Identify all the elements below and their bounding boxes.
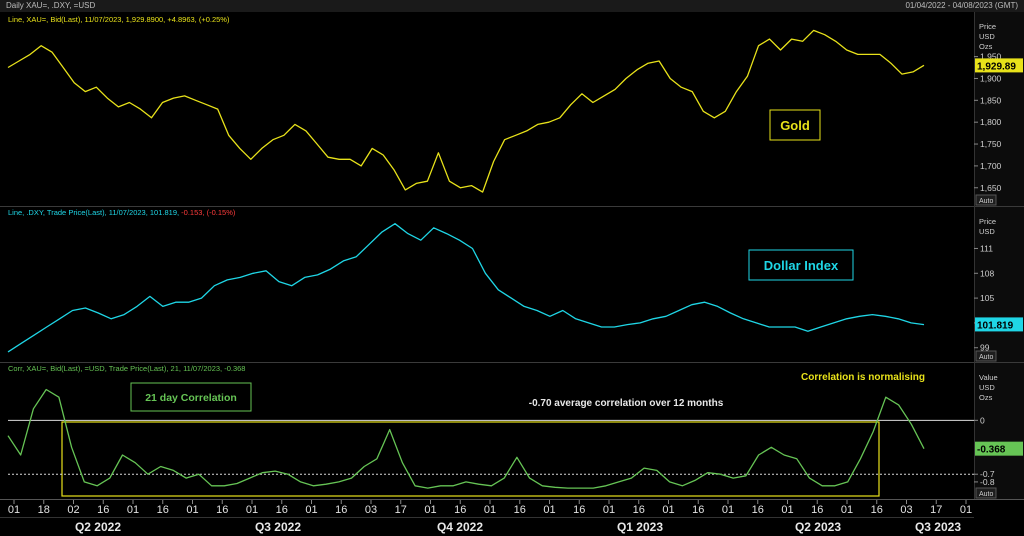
dxy-panel <box>0 207 974 362</box>
corr-y-tick-label: -0.7 <box>980 469 995 479</box>
gold-y-tick-label: 1,650 <box>980 183 1002 193</box>
gold-y-tick-label: 1,900 <box>980 73 1002 83</box>
x-tick-label: 16 <box>811 504 823 516</box>
quarter-label: Q2 2022 <box>75 520 121 534</box>
gold-last-value-badge <box>975 58 1023 73</box>
x-tick-label: 01 <box>960 504 972 516</box>
x-tick-label: 03 <box>900 504 912 516</box>
x-tick-label: 01 <box>484 504 496 516</box>
svg-text:Value: Value <box>979 373 998 382</box>
gold-last-value-label: 1,929.89 <box>977 61 1016 72</box>
svg-text:USD: USD <box>979 32 995 41</box>
svg-text:Ozs: Ozs <box>979 393 993 402</box>
quarter-label: Q3 2023 <box>915 520 961 534</box>
x-tick-label: 01 <box>781 504 793 516</box>
avg-correlation-note: -0.70 average correlation over 12 months <box>529 398 724 409</box>
x-tick-label: 01 <box>841 504 853 516</box>
x-tick-label: 03 <box>365 504 377 516</box>
x-tick-label: 16 <box>514 504 526 516</box>
chart-title: Daily XAU=, .DXY, =USD <box>6 1 96 10</box>
quarter-label: Q3 2022 <box>255 520 301 534</box>
dxy-y-tick-label: 99 <box>980 343 990 353</box>
gold-y-tick-label: 1,700 <box>980 161 1002 171</box>
gold-panel <box>0 12 974 206</box>
x-tick-label: 16 <box>276 504 288 516</box>
svg-text:21 day Correlation: 21 day Correlation <box>145 392 237 404</box>
x-tick-label: 18 <box>38 504 50 516</box>
corr-last-value-badge <box>975 441 1023 456</box>
x-tick-label: 01 <box>603 504 615 516</box>
dxy-axis-title: Price USD <box>979 217 996 236</box>
x-tick-label: 01 <box>305 504 317 516</box>
gold-callout: Gold <box>769 109 821 141</box>
quarter-label: Q4 2022 <box>437 520 483 534</box>
title-bar: Daily XAU=, .DXY, =USD 01/04/2022 - 04/0… <box>0 0 1024 12</box>
x-tick-label: 01 <box>127 504 139 516</box>
corr-legend: Corr, XAU=, Bid(Last), =USD, Trade Price… <box>8 364 245 373</box>
svg-text:Auto: Auto <box>979 491 994 498</box>
correlation-highlight-box <box>61 421 880 497</box>
date-range: 01/04/2022 - 04/08/2023 (GMT) <box>905 1 1018 10</box>
x-tick-label: 16 <box>752 504 764 516</box>
normalising-note: Correlation is normalising <box>801 372 925 383</box>
x-tick-label: 01 <box>186 504 198 516</box>
svg-text:USD: USD <box>979 383 995 392</box>
dxy-series-line <box>7 223 925 353</box>
gold-series-line <box>7 29 925 193</box>
x-tick-label: 16 <box>633 504 645 516</box>
svg-text:Price: Price <box>979 22 996 31</box>
x-tick-label: 16 <box>216 504 228 516</box>
corr-last-value-label: -0.368 <box>977 445 1006 456</box>
dxy-legend: Line, .DXY, Trade Price(Last), 11/07/202… <box>8 208 236 217</box>
x-tick-label: 17 <box>930 504 942 516</box>
corr-y-tick-label: -0.8 <box>980 477 995 487</box>
gold-axis-title: Price USD Ozs <box>979 22 996 51</box>
x-tick-label: 16 <box>871 504 883 516</box>
x-tick-label: 16 <box>157 504 169 516</box>
dxy-last-value-label: 101.819 <box>977 320 1014 331</box>
corr-callout: 21 day Correlation <box>130 382 252 412</box>
x-tick-label: 16 <box>692 504 704 516</box>
x-tick-label: 02 <box>67 504 79 516</box>
svg-text:USD: USD <box>979 227 995 236</box>
gold-y-tick-label: 1,950 <box>980 52 1002 62</box>
x-tick-label: 16 <box>335 504 347 516</box>
x-tick-label: 01 <box>662 504 674 516</box>
gold-y-tick-label: 1,750 <box>980 139 1002 149</box>
x-tick-label: 17 <box>395 504 407 516</box>
x-tick-label: 01 <box>543 504 555 516</box>
gold-y-tick-label: 1,850 <box>980 95 1002 105</box>
gold-legend: Line, XAU=, Bid(Last), 11/07/2023, 1,929… <box>8 15 230 24</box>
dxy-last-value-badge <box>975 317 1023 332</box>
auto-button-dxy[interactable]: Auto <box>975 350 997 362</box>
x-tick-label: 01 <box>246 504 258 516</box>
x-tick-label: 01 <box>722 504 734 516</box>
corr-axis-title: Value USD Ozs <box>979 373 998 402</box>
gold-y-tick-label: 1,800 <box>980 117 1002 127</box>
right-axis <box>974 12 1024 500</box>
svg-text:Gold: Gold <box>780 118 810 133</box>
dxy-callout: Dollar Index <box>748 249 854 281</box>
svg-text:Price: Price <box>979 217 996 226</box>
x-tick-label: 01 <box>424 504 436 516</box>
x-tick-label: 16 <box>573 504 585 516</box>
x-tick-label: 16 <box>454 504 466 516</box>
corr-series-line <box>7 388 925 489</box>
dxy-y-tick-label: 105 <box>980 293 994 303</box>
quarter-label: Q1 2023 <box>617 520 663 534</box>
svg-text:Auto: Auto <box>979 198 994 205</box>
quarter-label: Q2 2023 <box>795 520 841 534</box>
svg-text:Auto: Auto <box>979 354 994 361</box>
auto-button-corr[interactable]: Auto <box>975 487 997 499</box>
svg-text:Ozs: Ozs <box>979 42 993 51</box>
dxy-y-tick-label: 111 <box>980 243 993 253</box>
corr-y-tick-label: 0 <box>980 415 985 425</box>
x-tick-label: 16 <box>97 504 109 516</box>
auto-button-gold[interactable]: Auto <box>975 194 997 206</box>
dxy-y-tick-label: 108 <box>980 268 994 278</box>
svg-text:Dollar Index: Dollar Index <box>764 258 839 273</box>
x-tick-label: 01 <box>8 504 20 516</box>
